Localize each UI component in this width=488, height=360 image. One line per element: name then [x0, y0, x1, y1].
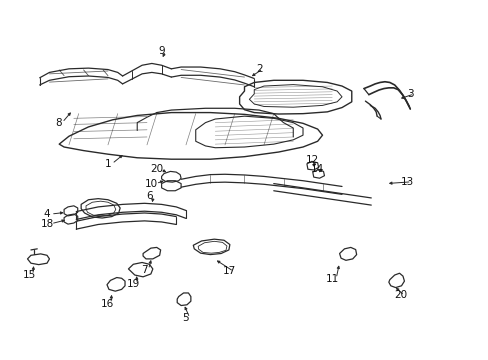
- Text: 20: 20: [150, 164, 163, 174]
- Text: 15: 15: [22, 270, 36, 280]
- Text: 12: 12: [305, 155, 319, 165]
- Text: 13: 13: [401, 177, 414, 187]
- Text: 9: 9: [158, 46, 164, 56]
- Text: 8: 8: [55, 118, 61, 128]
- Text: 20: 20: [393, 291, 407, 301]
- Text: 5: 5: [183, 313, 189, 323]
- Text: 11: 11: [325, 274, 338, 284]
- Text: 14: 14: [310, 164, 324, 174]
- Text: 4: 4: [43, 209, 50, 219]
- Text: 6: 6: [146, 191, 152, 201]
- Text: 16: 16: [100, 299, 113, 309]
- Text: 7: 7: [141, 265, 147, 275]
- Text: 2: 2: [255, 64, 262, 74]
- Text: 17: 17: [223, 266, 236, 276]
- Text: 3: 3: [406, 89, 413, 99]
- Text: 18: 18: [41, 219, 54, 229]
- Text: 1: 1: [104, 159, 111, 169]
- Text: 10: 10: [145, 179, 158, 189]
- Text: 19: 19: [126, 279, 140, 289]
